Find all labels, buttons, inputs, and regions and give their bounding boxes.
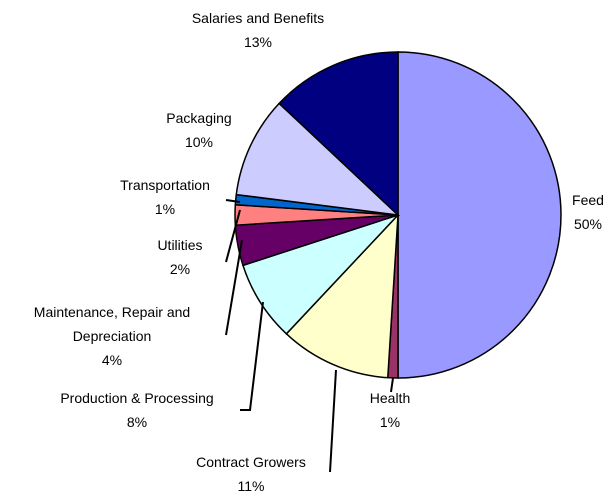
slice-label: Maintenance, Repair and Depreciation 4%	[12, 300, 212, 372]
value-label: 13%	[243, 34, 273, 50]
leader-line	[225, 209, 241, 263]
pie-slice	[397, 51, 562, 379]
value-label: 8%	[126, 414, 148, 430]
value-label: 10%	[184, 134, 214, 150]
category-label: Transportation	[120, 177, 210, 193]
slice-label: Feed 50%	[572, 188, 604, 236]
category-label: Production & Processing	[60, 390, 214, 406]
value-label: 2%	[169, 261, 191, 277]
slice-label: Transportation 1%	[120, 173, 210, 221]
pie-slice	[278, 51, 399, 217]
category-label: Health	[369, 390, 411, 406]
leader-line	[240, 301, 264, 411]
pie-slice	[235, 102, 401, 217]
slice-label: Contract Growers 11%	[196, 450, 306, 496]
slices	[234, 51, 562, 379]
category-label: Packaging	[166, 110, 232, 126]
leader-line	[225, 199, 241, 203]
value-label: 50%	[573, 216, 603, 232]
category-label: Maintenance, Repair and Depreciation	[33, 304, 191, 344]
category-label: Salaries and Benefits	[191, 10, 325, 26]
pie-slice	[285, 212, 399, 379]
leader-lines	[225, 199, 394, 473]
value-label: 1%	[379, 414, 401, 430]
leader-line	[390, 377, 394, 393]
slice-label: Salaries and Benefits 13%	[192, 6, 324, 54]
value-label: 1%	[154, 201, 176, 217]
value-label: 11%	[237, 478, 265, 494]
leader-line	[225, 239, 243, 336]
category-label: Contract Growers	[196, 454, 306, 470]
slice-label: Production & Processing 8%	[60, 386, 213, 434]
value-label: 4%	[101, 352, 123, 368]
slice-label: Packaging 10%	[166, 106, 231, 154]
category-label: Feed	[572, 192, 604, 208]
category-label: Utilities	[157, 237, 203, 253]
slice-label: Utilities 2%	[157, 233, 202, 281]
slice-label: Health 1%	[370, 386, 410, 434]
leader-line	[329, 369, 337, 473]
